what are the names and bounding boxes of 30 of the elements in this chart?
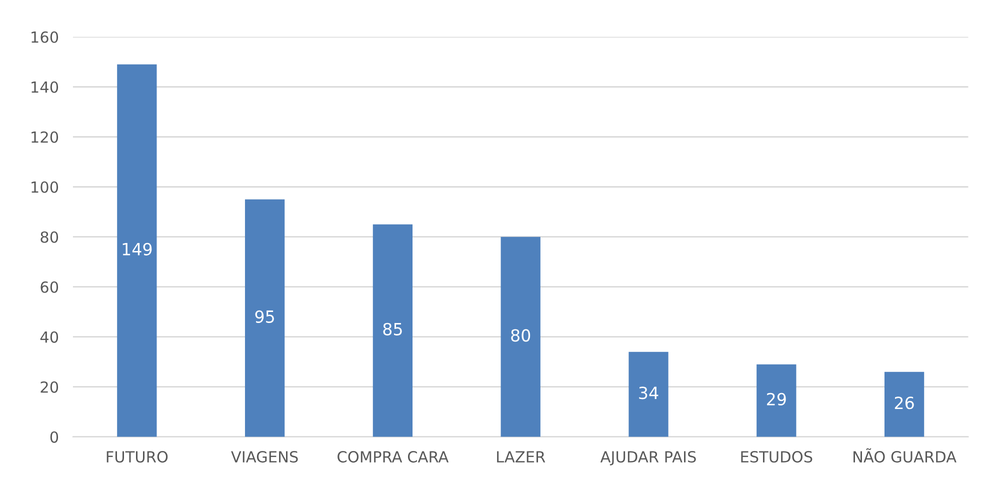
bar	[117, 64, 157, 437]
bar	[500, 236, 540, 437]
x-tick-label: NÃO GUARDA	[854, 448, 956, 463]
data-label: 29	[767, 392, 786, 406]
data-label: 95	[255, 310, 274, 323]
y-tick-label: 40	[40, 331, 58, 343]
x-tick-label: ESTUDOS	[741, 451, 812, 463]
x-tick-label: COMPRA CARA	[338, 451, 449, 463]
y-tick-label: 160	[32, 31, 58, 43]
data-label: 85	[383, 322, 402, 336]
data-label: 149	[122, 242, 152, 256]
x-tick-label: AJUDAR PAIS	[600, 451, 696, 466]
y-tick-label: 100	[32, 181, 58, 193]
y-tick-label: 20	[40, 381, 58, 393]
y-tick-label: 60	[40, 281, 58, 293]
bar	[628, 352, 668, 437]
y-tick-label: 0	[50, 431, 58, 443]
bar	[244, 199, 285, 437]
x-tick-label: LAZER	[497, 451, 546, 462]
x-tick-label: VIAGENS	[231, 451, 298, 463]
bar	[884, 372, 924, 437]
y-tick-label: 80	[40, 231, 58, 243]
data-label: 34	[639, 386, 658, 400]
data-label: 80	[511, 329, 530, 342]
bar	[372, 224, 413, 437]
y-tick-label: 120	[32, 131, 58, 143]
data-label: 26	[894, 396, 914, 410]
x-tick-label: FUTURO	[106, 451, 168, 463]
bar	[756, 364, 796, 437]
y-tick-label: 140	[32, 81, 58, 93]
